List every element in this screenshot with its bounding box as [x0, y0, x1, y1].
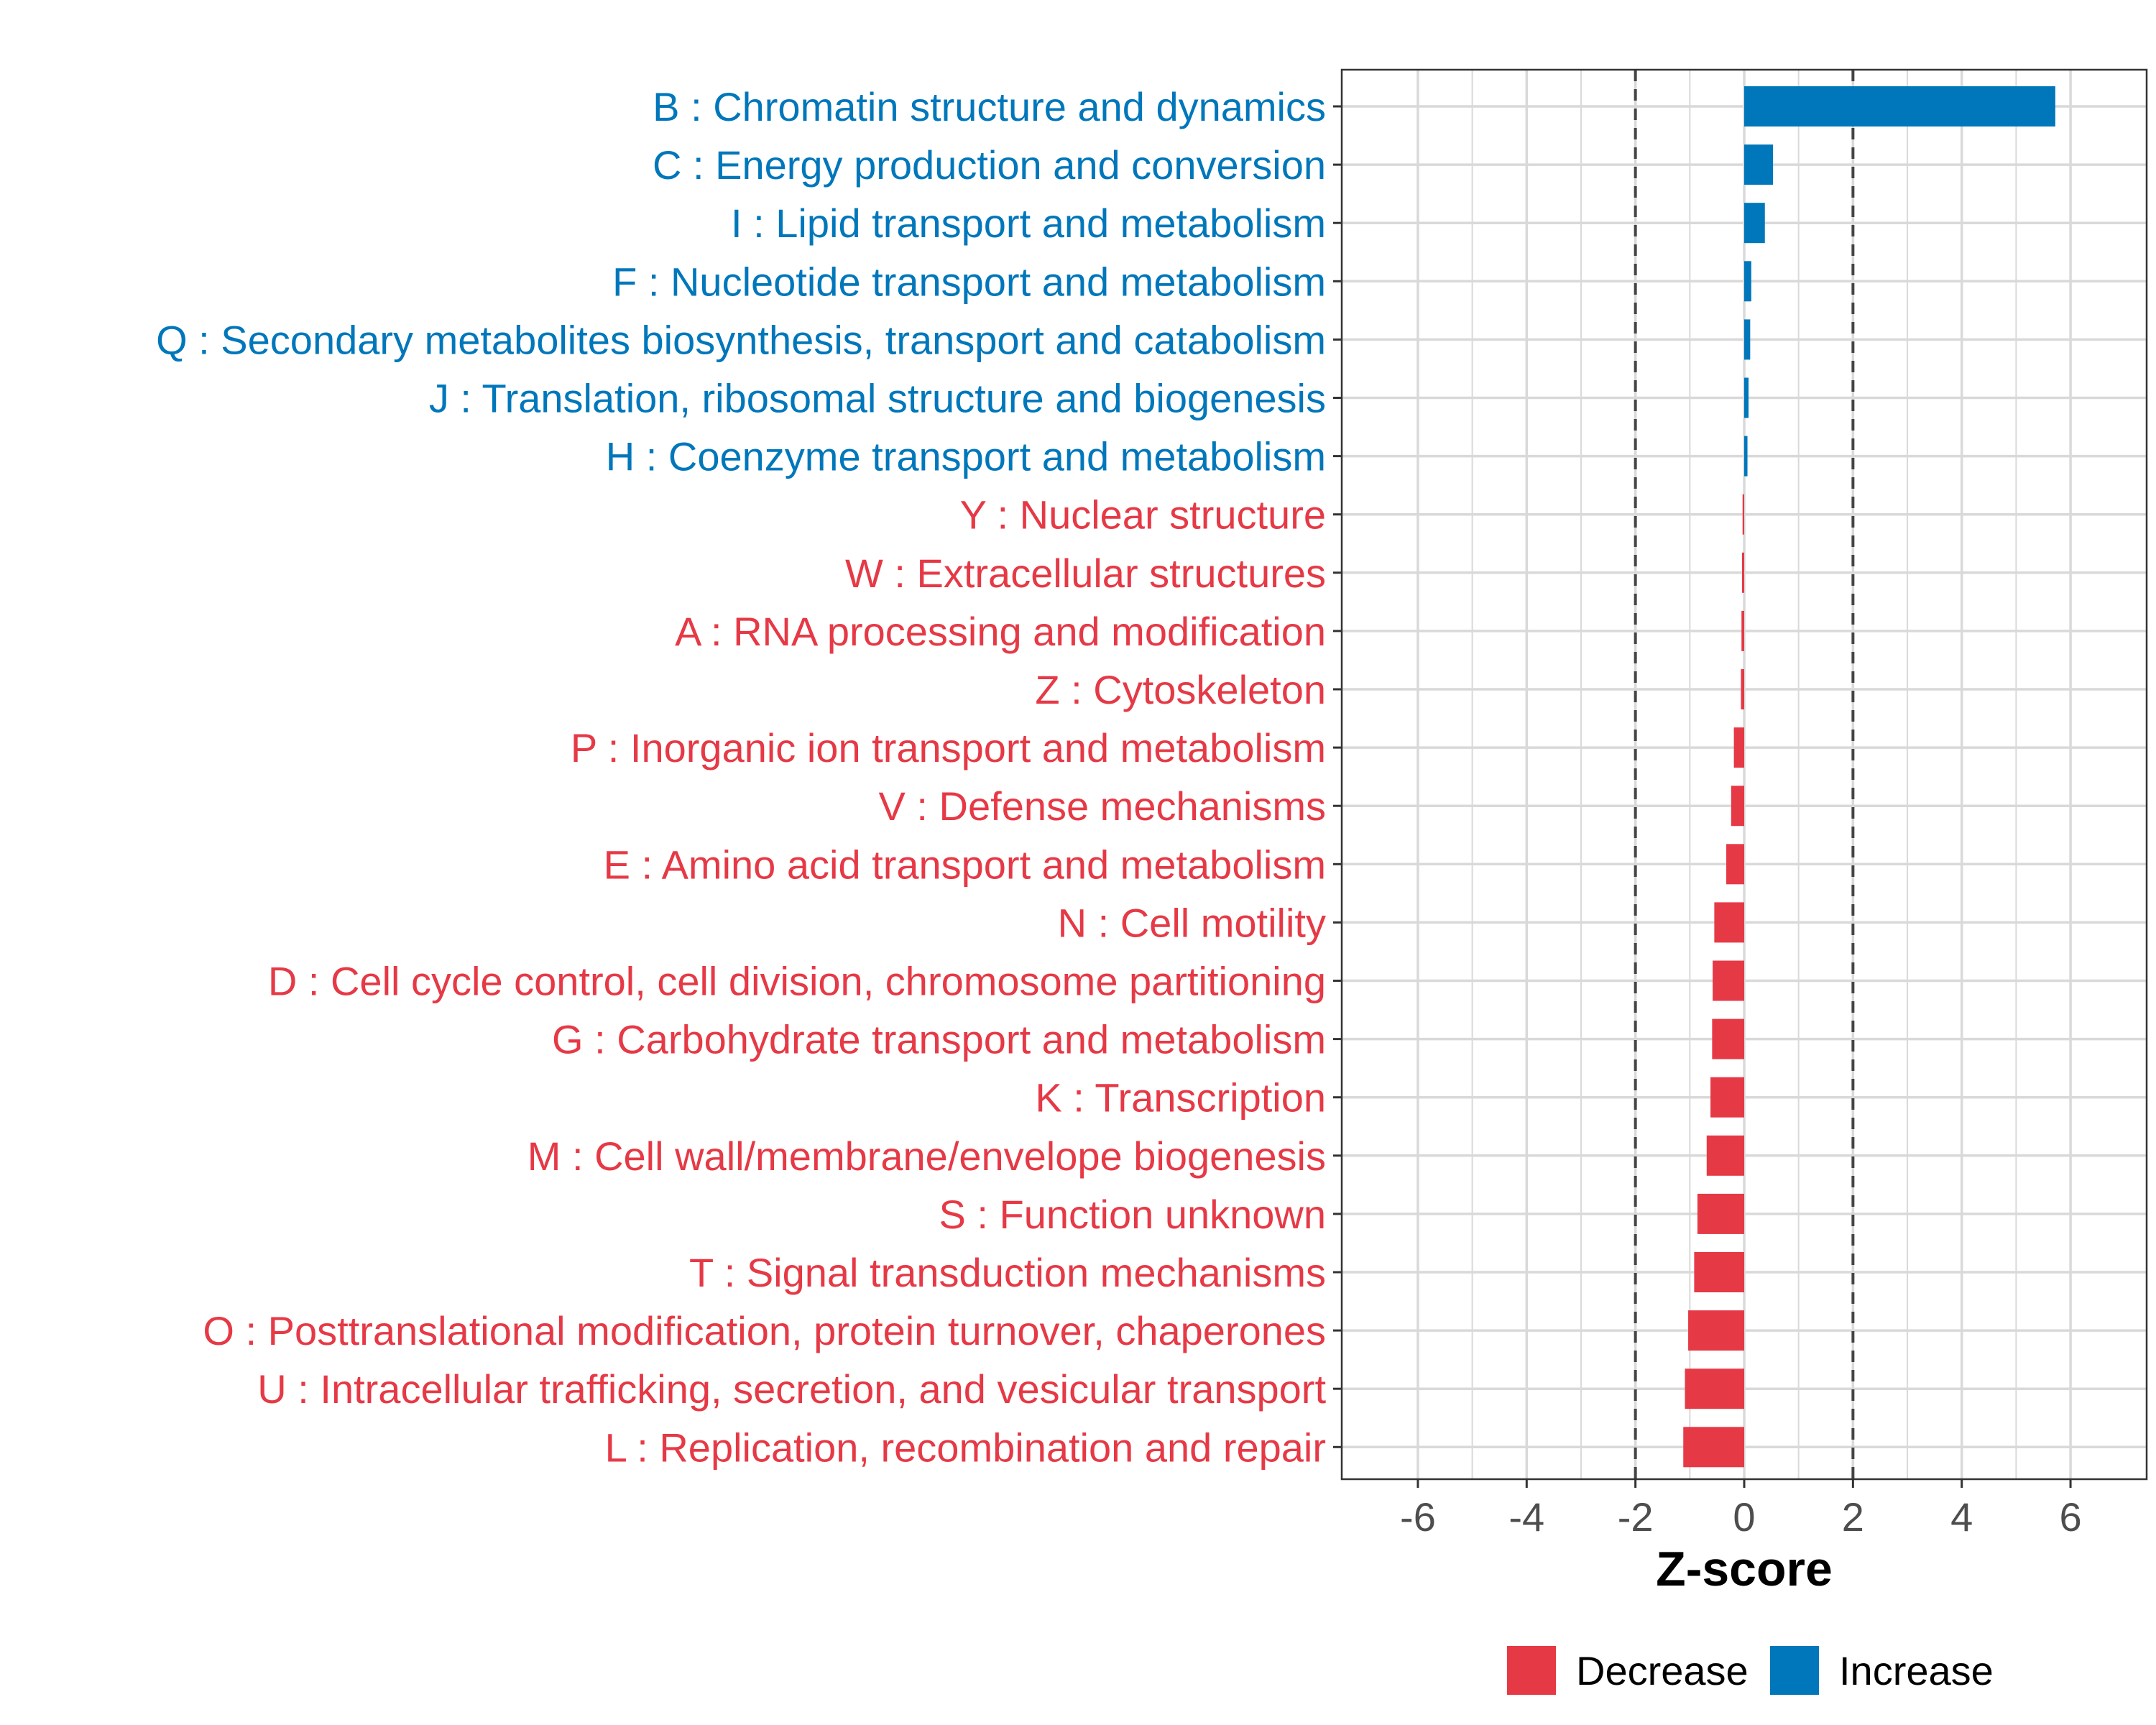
category-label: G : Carbohydrate transport and metabolis…: [552, 1017, 1326, 1062]
bars: [1683, 86, 2055, 1468]
bar-n: [1714, 902, 1744, 943]
category-label: O : Posttranslational modification, prot…: [203, 1308, 1326, 1353]
legend-swatch-decrease: [1507, 1646, 1556, 1695]
category-label: K : Transcription: [1035, 1075, 1326, 1121]
x-tick-label: 0: [1733, 1494, 1755, 1540]
bar-z: [1741, 669, 1744, 709]
y-axis-ticks: [1333, 105, 1342, 1448]
bar-g: [1712, 1018, 1744, 1059]
legend: Decrease Increase: [1507, 1646, 1994, 1695]
y-axis-category-labels: B : Chromatin structure and dynamics C : …: [156, 84, 1326, 1470]
legend-swatch-increase: [1770, 1646, 1819, 1695]
category-label: C : Energy production and conversion: [653, 142, 1326, 188]
category-label: H : Coenzyme transport and metabolism: [606, 434, 1326, 479]
category-label: F : Nucleotide transport and metabolism: [612, 259, 1326, 304]
bar-s: [1697, 1193, 1744, 1234]
bar-f: [1744, 261, 1751, 302]
x-tick-label: -4: [1508, 1494, 1544, 1540]
x-tick-label: 4: [1950, 1494, 1973, 1540]
category-label: Z : Cytoskeleton: [1035, 667, 1326, 712]
category-label: V : Defense mechanisms: [879, 783, 1326, 829]
category-label: E : Amino acid transport and metabolism: [604, 842, 1326, 887]
legend-label-decrease: Decrease: [1576, 1648, 1749, 1693]
category-label: L : Replication, recombination and repai…: [605, 1425, 1326, 1470]
x-axis-ticks: -6 -4 -2 0 2 4 6: [1400, 1479, 2082, 1540]
bar-m: [1706, 1135, 1744, 1176]
category-label: S : Function unknown: [939, 1192, 1326, 1237]
category-label: M : Cell wall/membrane/envelope biogenes…: [528, 1133, 1326, 1179]
bar-c: [1744, 144, 1774, 185]
bar-y: [1742, 494, 1744, 535]
bar-b: [1744, 86, 2055, 126]
bar-p: [1733, 727, 1744, 768]
category-label: W : Extracellular structures: [845, 551, 1326, 596]
bar-e: [1726, 844, 1744, 885]
bar-h: [1744, 436, 1748, 477]
legend-label-increase: Increase: [1839, 1648, 1994, 1693]
category-label: T : Signal transduction mechanisms: [689, 1250, 1326, 1295]
x-tick-label: 6: [2059, 1494, 2081, 1540]
bar-j: [1744, 377, 1749, 418]
x-tick-label: 2: [1842, 1494, 1864, 1540]
bar-u: [1685, 1368, 1744, 1409]
category-label: P : Inorganic ion transport and metaboli…: [571, 725, 1326, 770]
category-label: J : Translation, ribosomal structure and…: [429, 376, 1326, 421]
bar-l: [1683, 1427, 1744, 1468]
category-label: Q : Secondary metabolites biosynthesis, …: [156, 317, 1326, 362]
category-label: B : Chromatin structure and dynamics: [653, 84, 1326, 129]
bar-t: [1694, 1252, 1744, 1292]
bar-a: [1741, 610, 1744, 651]
category-label: U : Intracellular trafficking, secretion…: [257, 1366, 1326, 1412]
bar-v: [1731, 786, 1744, 827]
x-tick-label: -6: [1400, 1494, 1436, 1540]
category-label: D : Cell cycle control, cell division, c…: [268, 959, 1326, 1004]
category-label: A : RNA processing and modification: [675, 609, 1326, 654]
category-label: I : Lipid transport and metabolism: [731, 201, 1326, 246]
bar-k: [1710, 1077, 1744, 1118]
bar-d: [1713, 960, 1744, 1001]
bar-o: [1688, 1310, 1744, 1351]
x-axis-title: Z-score: [1656, 1542, 1833, 1596]
category-label: N : Cell motility: [1058, 900, 1326, 945]
bar-w: [1741, 552, 1744, 593]
threshold-lines: [1634, 70, 1855, 1479]
bar-i: [1744, 203, 1765, 244]
bar-q: [1744, 319, 1751, 360]
x-tick-label: -2: [1618, 1494, 1654, 1540]
category-label: Y : Nuclear structure: [960, 492, 1326, 538]
